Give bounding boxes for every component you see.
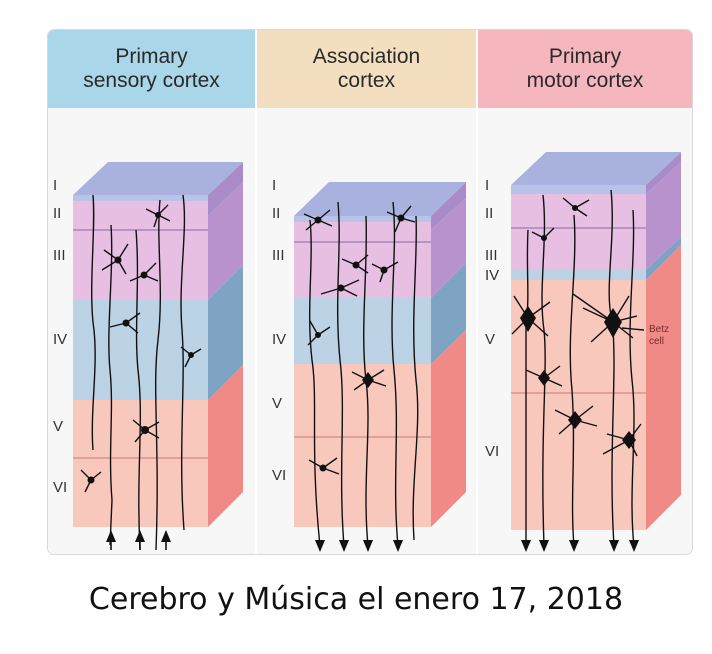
association-layer-label: I (272, 177, 276, 194)
association-layer-label: II (272, 205, 280, 222)
motor-panel-header: Primary motor cortex (478, 30, 692, 108)
sensory-layer-label: VI (53, 479, 67, 496)
motor-layer-label: II (485, 205, 493, 222)
association-title-line1: Association (312, 45, 421, 68)
association-title-line2: cortex (337, 69, 396, 92)
association-layer-label: VI (272, 467, 286, 484)
sensory-layer-label: IV (53, 331, 67, 348)
motor-column: Betz cell I II III IV V VI (485, 152, 681, 552)
motor-title-line2: motor cortex (526, 69, 644, 92)
cortex-columns: I II III IV V VI (53, 152, 681, 552)
motor-layer-label: VI (485, 443, 499, 460)
association-column: I II III IV V VI (272, 177, 466, 552)
sensory-layer-label: I (53, 177, 57, 194)
betz-cell-label: Betz (649, 324, 669, 335)
panel-divider (255, 30, 257, 554)
motor-layer-label: III (485, 247, 498, 264)
association-panel-header: Association cortex (257, 30, 476, 108)
association-layer-label: III (272, 247, 285, 264)
sensory-column: I II III IV V VI (53, 162, 243, 551)
motor-layer-label: V (485, 331, 495, 348)
betz-cell-label: cell (649, 336, 664, 347)
sensory-layer-label: II (53, 205, 61, 222)
cortex-figure: Primary sensory cortex Association corte… (48, 30, 692, 554)
sensory-panel-header: Primary sensory cortex (48, 30, 255, 108)
sensory-layer-label: III (53, 247, 66, 264)
sensory-title-line1: Primary (115, 45, 188, 68)
caption: Cerebro y Música el enero 17, 2018 (88, 582, 624, 617)
association-layer-label: V (272, 395, 282, 412)
sensory-layer-label: V (53, 418, 63, 435)
association-layer-label: IV (272, 331, 286, 348)
motor-layer-label: IV (485, 267, 499, 284)
motor-title-line1: Primary (548, 45, 622, 68)
sensory-title-line2: sensory cortex (83, 69, 220, 92)
panel-divider (476, 30, 478, 554)
motor-layer-label: I (485, 177, 489, 194)
